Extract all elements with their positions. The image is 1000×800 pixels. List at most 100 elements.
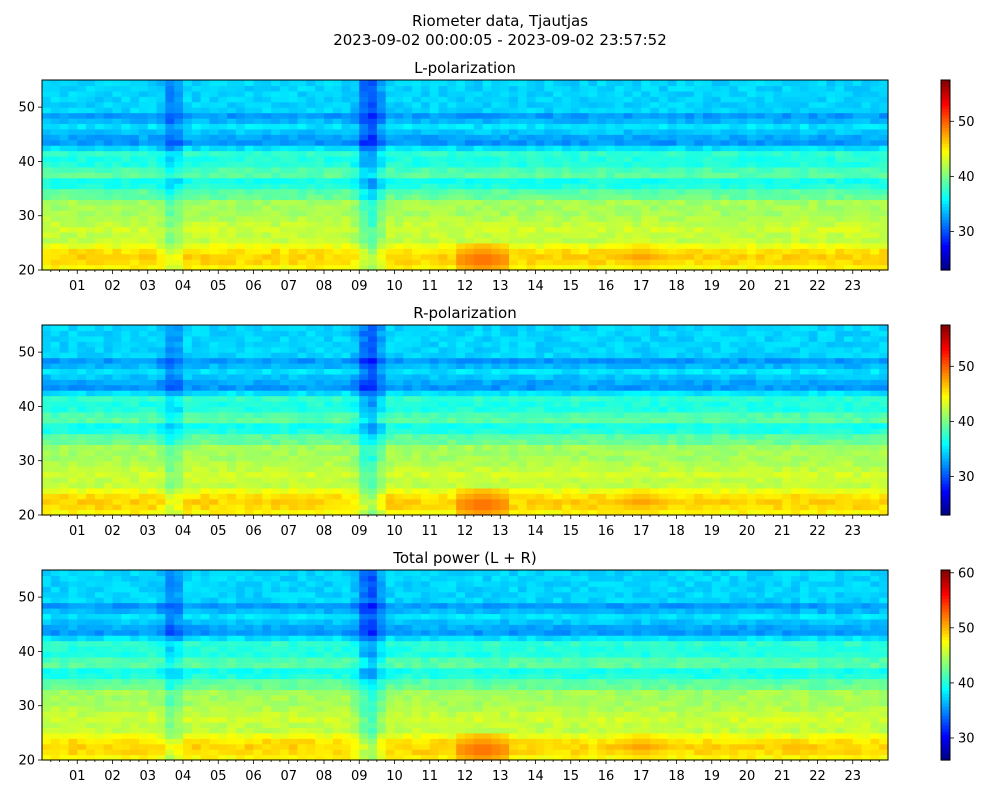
- heatmap-cell: [262, 226, 272, 233]
- heatmap-cell: [350, 226, 360, 233]
- heatmap-cell: [359, 188, 369, 195]
- heatmap-cell: [156, 210, 166, 217]
- heatmap-cell: [262, 248, 272, 255]
- heatmap-cell: [200, 264, 211, 271]
- heatmap-cell: [614, 439, 625, 446]
- heatmap-cell: [482, 204, 493, 211]
- heatmap-cell: [130, 177, 140, 184]
- heatmap-cell: [112, 150, 122, 157]
- heatmap-cell: [68, 107, 78, 114]
- heatmap-cell: [332, 487, 343, 494]
- heatmap-cell: [482, 107, 493, 114]
- heatmap-cell: [227, 433, 237, 440]
- heatmap-cell: [218, 477, 228, 484]
- heatmap-cell: [438, 204, 448, 211]
- heatmap-cell: [50, 215, 61, 222]
- heatmap-cell: [773, 107, 783, 114]
- heatmap-cell: [368, 248, 378, 255]
- heatmap-cell: [641, 477, 651, 484]
- heatmap-cell: [121, 80, 131, 87]
- x-axis: 01 02 03 04 05 06 07 08 09 10 11 12 13 14 15 16 17 18 19 20…: [50, 270, 880, 294]
- heatmap-cell: [50, 455, 61, 462]
- heatmap-cell: [94, 210, 105, 217]
- heatmap-cell: [835, 177, 845, 184]
- heatmap-cell: [685, 237, 695, 244]
- heatmap-cell: [279, 80, 290, 87]
- heatmap-cell: [606, 498, 616, 505]
- heatmap-cell: [843, 509, 854, 516]
- heatmap-cell: [491, 232, 501, 239]
- heatmap-cell: [350, 493, 360, 500]
- heatmap-cell: [755, 166, 766, 173]
- heatmap-cell: [553, 134, 563, 141]
- heatmap-cell: [165, 204, 175, 211]
- heatmap-cell: [526, 433, 537, 440]
- heatmap-cell: [509, 90, 519, 97]
- heatmap-cell: [332, 204, 343, 211]
- heatmap-cell: [870, 183, 880, 190]
- heatmap-cell: [332, 128, 343, 135]
- heatmap-cell: [394, 183, 404, 190]
- heatmap-cell: [870, 264, 880, 271]
- heatmap-cell: [368, 509, 378, 516]
- heatmap-cell: [667, 96, 678, 103]
- heatmap-cell: [535, 210, 545, 217]
- heatmap-cell: [667, 204, 678, 211]
- heatmap-cell: [368, 166, 378, 173]
- heatmap-cell: [852, 118, 863, 125]
- heatmap-cell: [350, 221, 360, 228]
- heatmap-cell: [614, 177, 625, 184]
- heatmap-cell: [42, 166, 52, 173]
- heatmap-cell: [456, 460, 466, 467]
- heatmap-cell: [544, 139, 554, 146]
- heatmap-cell: [394, 449, 404, 456]
- heatmap-cell: [271, 455, 281, 462]
- heatmap-cell: [570, 264, 581, 271]
- heatmap-cell: [870, 96, 880, 103]
- heatmap-cell: [103, 259, 114, 266]
- heatmap-cell: [817, 237, 827, 244]
- heatmap-cell: [50, 194, 61, 201]
- heatmap-cell: [341, 232, 352, 239]
- heatmap-cell: [86, 210, 96, 217]
- heatmap-cell: [553, 112, 563, 119]
- heatmap-cell: [183, 166, 193, 173]
- heatmap-cell: [870, 253, 880, 260]
- heatmap-cell: [870, 172, 880, 179]
- heatmap-cell: [817, 449, 827, 456]
- heatmap-cell: [297, 166, 307, 173]
- heatmap-cell: [218, 123, 228, 130]
- heatmap-cell: [456, 150, 466, 157]
- heatmap-cell: [94, 134, 105, 141]
- heatmap-cell: [491, 433, 501, 440]
- heatmap-cell: [702, 118, 713, 125]
- heatmap-cell: [112, 183, 122, 190]
- heatmap-cell: [667, 253, 678, 260]
- heatmap-cell: [244, 226, 255, 233]
- heatmap-cell: [544, 161, 554, 168]
- heatmap-cell: [200, 477, 211, 484]
- heatmap-cell: [570, 444, 581, 451]
- heatmap-cell: [482, 90, 493, 97]
- heatmap-cell: [755, 199, 766, 206]
- heatmap-cell: [271, 248, 281, 255]
- heatmap-cell: [738, 112, 748, 119]
- heatmap-cell: [517, 188, 528, 195]
- heatmap-cell: [711, 80, 722, 87]
- heatmap-cell: [332, 444, 343, 451]
- heatmap-cell: [403, 509, 413, 516]
- heatmap-cell: [491, 161, 501, 168]
- heatmap-cell: [641, 433, 651, 440]
- heatmap-cell: [288, 123, 299, 130]
- heatmap-cell: [588, 134, 598, 141]
- heatmap-cell: [826, 226, 836, 233]
- heatmap-cell: [359, 183, 369, 190]
- heatmap-cell: [200, 237, 211, 244]
- heatmap-cell: [755, 221, 766, 228]
- heatmap-cell: [130, 101, 140, 108]
- heatmap-cell: [121, 204, 131, 211]
- heatmap-cell: [667, 433, 678, 440]
- heatmap-cell: [341, 215, 352, 222]
- heatmap-cell: [183, 444, 193, 451]
- heatmap-cell: [799, 90, 810, 97]
